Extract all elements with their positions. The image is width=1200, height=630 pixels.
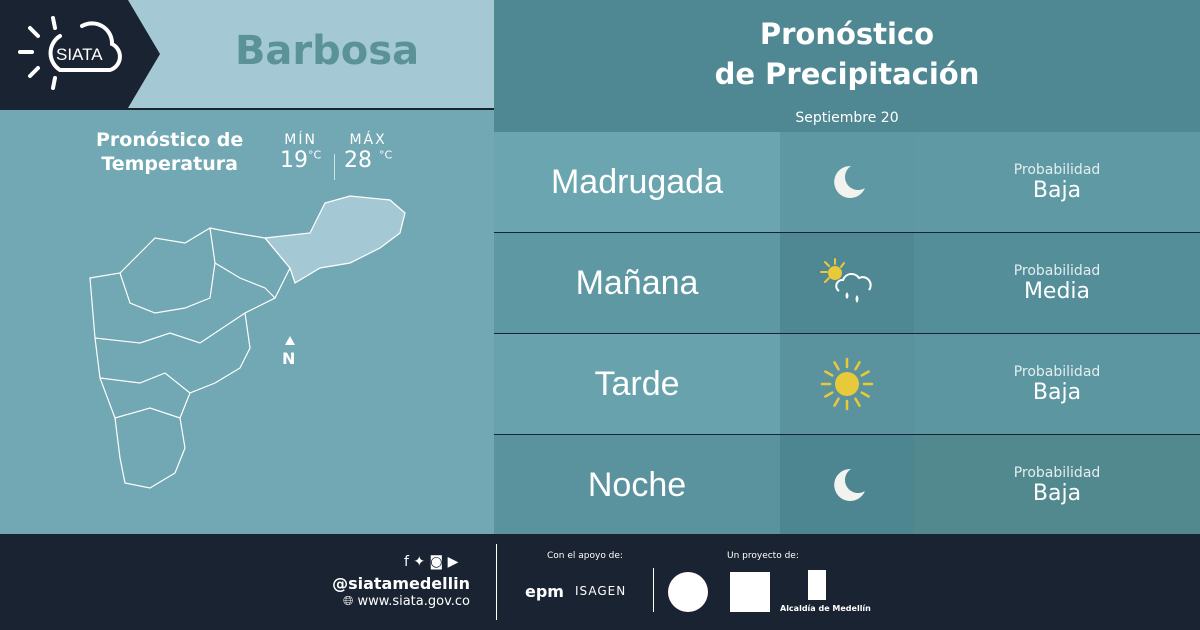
social-icons: f ✦ ◙ ▶ (404, 554, 459, 570)
forecast-row: Madrugada Probabilidad Baja (494, 132, 1200, 232)
probability: Probabilidad Media (914, 233, 1200, 333)
sun-cloud-rain-icon (780, 233, 914, 333)
forecast-row: Mañana Probabilidad Media (494, 233, 1200, 333)
moon-icon (780, 132, 914, 232)
temperature-panel: Pronóstico de Temperatura MÍN 19°C MÁX 28 °… (0, 110, 494, 534)
temperature-title: Pronóstico de Temperatura (96, 129, 244, 175)
website-link[interactable]: 🌐︎ www.siata.gov.co (342, 594, 470, 609)
forecast-row: Tarde Probabilidad Baja (494, 334, 1200, 434)
social-handle[interactable]: @siatamedellin (332, 574, 470, 593)
probability: Probabilidad Baja (914, 132, 1200, 232)
isagen-logo: ISAGEN (575, 584, 627, 598)
period-label: Mañana (494, 233, 780, 333)
forecast-row: Noche Probabilidad Baja (494, 435, 1200, 535)
forecast-header: Pronóstico de Precipitación Septiembre 20 (494, 0, 1200, 132)
header-left: SIATA Barbosa (0, 0, 494, 108)
forecast-date: Septiembre 20 (795, 110, 899, 126)
forecast-title: Pronóstico de Precipitación (714, 17, 980, 91)
sun-icon (780, 334, 914, 434)
city-name: Barbosa (234, 28, 420, 74)
north-label: N (282, 349, 295, 368)
medellin-seal (668, 572, 708, 612)
moon-icon (780, 435, 914, 535)
area-metropolitana-logo (730, 572, 770, 612)
period-label: Noche (494, 435, 780, 535)
epm-logo: epm (525, 582, 564, 601)
probability: Probabilidad Baja (914, 435, 1200, 535)
min-temp: MÍN 19°C (280, 132, 322, 173)
max-temp: MÁX 28 °C (344, 132, 393, 173)
footer: f ✦ ◙ ▶ @siatamedellin 🌐︎ www.siata.gov.… (0, 534, 1200, 630)
period-label: Tarde (494, 334, 780, 434)
probability: Probabilidad Baja (914, 334, 1200, 434)
sun-cloud-logo-icon: SIATA (18, 16, 122, 90)
globe-icon: 🌐︎ (342, 594, 354, 609)
period-label: Madrugada (494, 132, 780, 232)
siata-logo: SIATA (0, 0, 160, 108)
svg-text:SIATA: SIATA (56, 45, 103, 64)
municipality-map: N (89, 195, 406, 489)
alcaldia-shield (808, 570, 826, 600)
